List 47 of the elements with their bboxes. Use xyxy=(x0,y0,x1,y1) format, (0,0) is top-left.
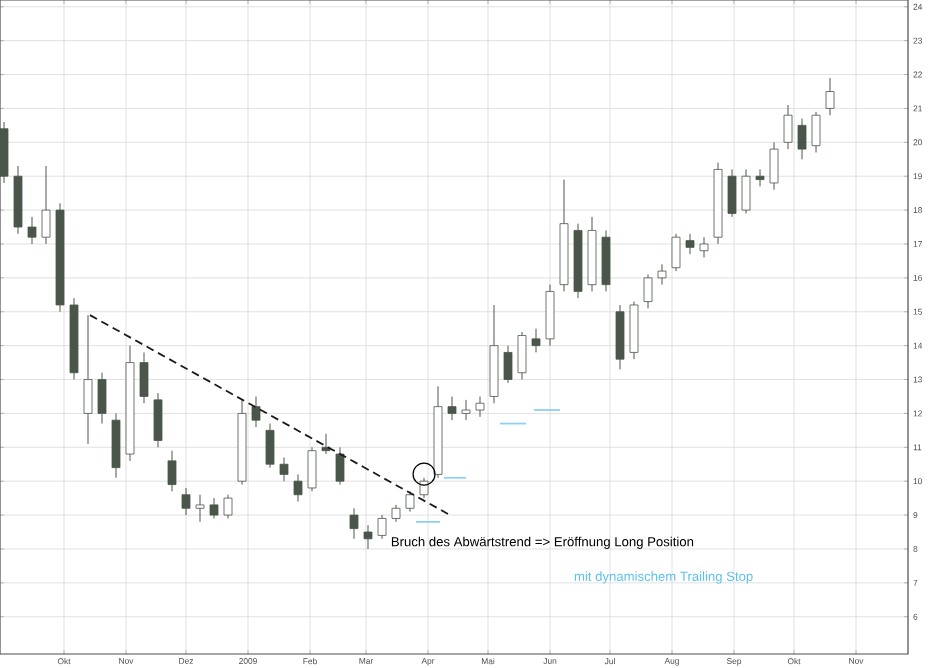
candlestick xyxy=(321,433,331,455)
candlestick xyxy=(265,423,275,469)
candlestick xyxy=(699,236,709,259)
candlestick xyxy=(405,490,415,513)
candlestick xyxy=(755,168,765,187)
candlestick xyxy=(797,118,807,160)
candlestick xyxy=(783,104,793,150)
candlestick xyxy=(27,216,37,245)
candlestick xyxy=(657,263,667,286)
candlestick xyxy=(811,111,821,153)
candlestick xyxy=(727,168,737,218)
candlestick xyxy=(83,314,93,445)
candlestick xyxy=(629,301,639,360)
candlestick xyxy=(517,331,527,381)
candlestick xyxy=(825,77,835,116)
candlestick xyxy=(153,392,163,448)
candlestick xyxy=(475,395,485,418)
candlestick xyxy=(447,395,457,421)
candlestick xyxy=(741,168,751,214)
candlestick xyxy=(685,233,695,255)
candlestick xyxy=(363,524,373,550)
candlestick xyxy=(545,284,555,347)
candlestick xyxy=(349,507,359,540)
candlestick xyxy=(531,328,541,353)
candlestick xyxy=(293,473,303,503)
candlestick xyxy=(643,273,653,309)
candlestick xyxy=(139,351,149,404)
candlestick xyxy=(419,477,429,499)
candlestick xyxy=(601,229,611,292)
candlestick xyxy=(307,446,317,492)
candlestick xyxy=(97,372,107,425)
candlestick xyxy=(615,304,625,370)
candlestick xyxy=(223,494,233,519)
candlestick xyxy=(111,412,121,479)
candlestick xyxy=(209,497,219,519)
candlestick xyxy=(769,141,779,191)
candlestick xyxy=(279,456,289,482)
candlestick xyxy=(335,446,345,486)
candlestick xyxy=(167,450,177,492)
candlestick xyxy=(671,233,681,272)
candlestick xyxy=(181,487,191,516)
candlestick xyxy=(41,165,51,245)
candlestick xyxy=(461,399,471,421)
candlestick xyxy=(503,345,513,384)
candlestick xyxy=(377,514,387,540)
candlestick xyxy=(195,494,205,523)
candlestick xyxy=(251,395,261,428)
